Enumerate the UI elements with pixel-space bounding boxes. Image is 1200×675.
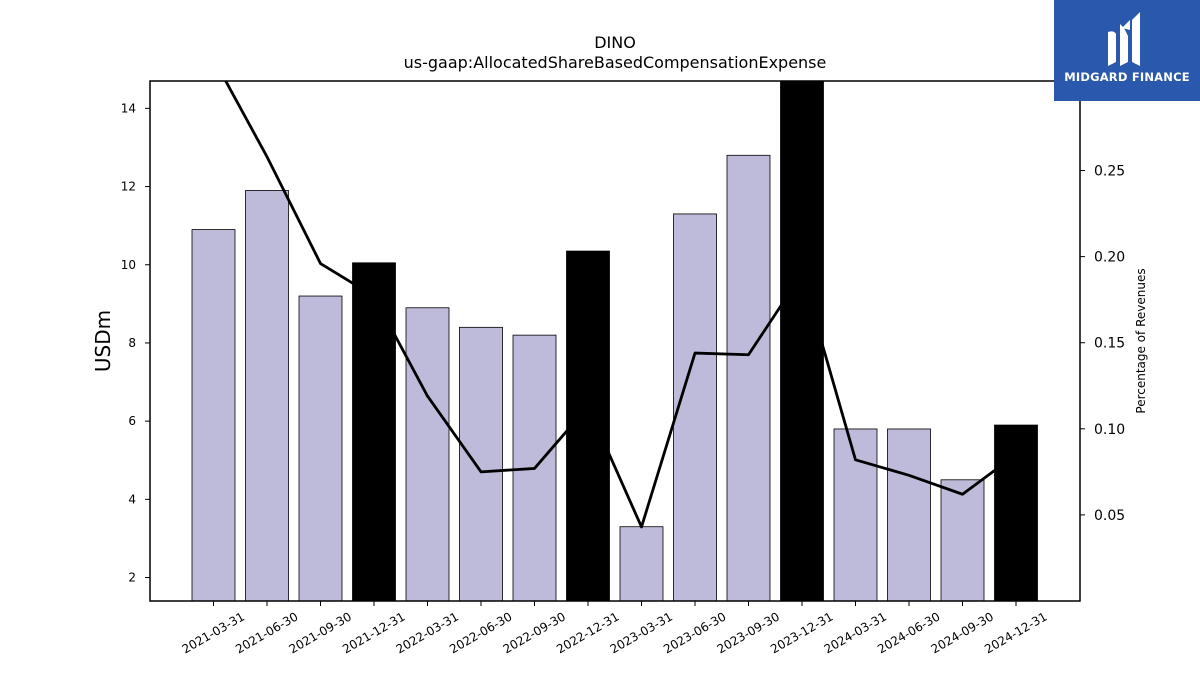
y2-tick-label: 0.25 bbox=[1094, 164, 1125, 180]
y2-tick-label: 0.20 bbox=[1094, 250, 1125, 266]
y-tick-label: 14 bbox=[121, 101, 136, 115]
bar bbox=[619, 526, 664, 602]
y2-tick-label: 0.05 bbox=[1094, 508, 1125, 524]
bar bbox=[459, 326, 503, 602]
plot-frame bbox=[149, 80, 1081, 602]
y-tick-label: 8 bbox=[128, 336, 136, 350]
bar bbox=[726, 154, 771, 602]
bar bbox=[405, 307, 450, 602]
bar bbox=[673, 213, 717, 602]
chart-title: DINO bbox=[594, 33, 636, 52]
y-tick-label: 4 bbox=[128, 492, 136, 506]
logo-text: MIDGARD FINANCE bbox=[1064, 70, 1190, 84]
chart-subtitle: us-gaap:AllocatedShareBasedCompensationE… bbox=[404, 53, 827, 72]
y2-axis-label: Percentage of Revenues bbox=[1134, 268, 1148, 413]
company-logo: MIDGARD FINANCE bbox=[1054, 0, 1200, 101]
logo-mark-icon bbox=[1108, 12, 1140, 66]
series-line bbox=[224, 81, 1017, 529]
bar bbox=[887, 428, 931, 602]
y-tick-label: 10 bbox=[121, 258, 136, 272]
y-tick-label: 12 bbox=[121, 180, 136, 194]
y-tick-label: 2 bbox=[128, 571, 136, 585]
y2-tick-label: 0.15 bbox=[1094, 336, 1125, 352]
y-tick-label: 6 bbox=[128, 414, 136, 428]
bar bbox=[940, 479, 985, 602]
bar bbox=[352, 262, 396, 602]
y2-tick-label: 0.10 bbox=[1094, 422, 1125, 438]
bar bbox=[780, 80, 824, 602]
bar bbox=[245, 190, 289, 602]
y-axis-label: USDm bbox=[91, 310, 115, 372]
bar bbox=[191, 229, 236, 602]
bar bbox=[298, 295, 343, 602]
bar bbox=[994, 424, 1038, 602]
bar bbox=[566, 250, 610, 602]
